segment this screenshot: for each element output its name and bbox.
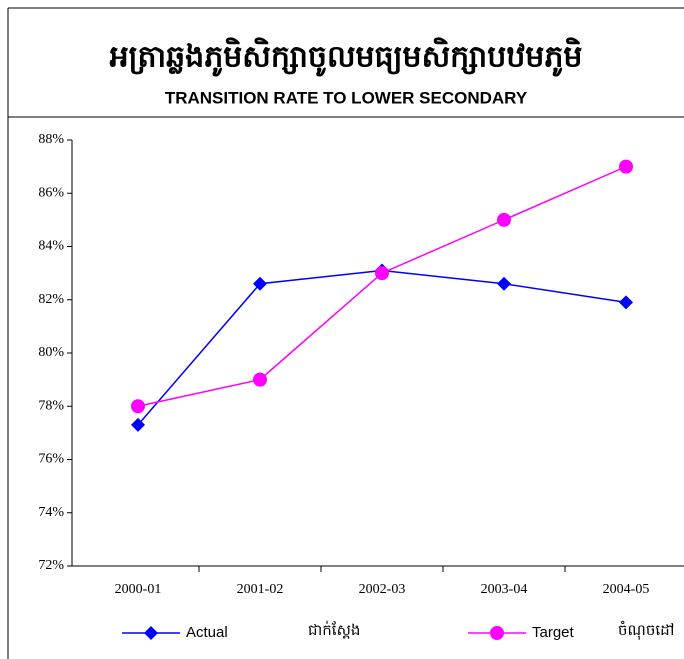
data-point [253,372,267,387]
x-tick-label: 2000-01 [115,582,162,597]
series-line [137,165,627,407]
y-tick-label: 86% [38,185,64,200]
data-point [619,295,633,310]
data-point [131,399,145,414]
data-point [497,212,511,227]
y-tick-label: 74% [38,505,64,520]
y-tick-label: 76% [38,452,64,467]
chart-subtitle: TRANSITION RATE TO LOWER SECONDARY [165,88,528,107]
legend-marker [144,626,158,640]
data-point [619,159,633,174]
y-tick-label: 88% [38,132,64,147]
x-tick-label: 2003-04 [481,582,528,597]
y-tick-label: 72% [38,558,64,573]
series-line [137,269,627,426]
y-tick-label: 80% [38,345,64,360]
legend-label: Actual [186,624,228,641]
data-point [253,276,267,291]
y-tick-label: 78% [38,398,64,413]
chart-title: អត្រាឆ្លងភូមិសិក្សាចូលមធ្យមសិក្សាបឋមភូមិ [110,37,583,78]
y-tick-label: 84% [38,239,64,254]
x-tick-label: 2004-05 [603,582,650,597]
x-tick-label: 2002-03 [359,582,406,597]
legend-label-km: ចំណុចដៅ [618,620,674,640]
data-point [131,417,145,432]
data-point [497,276,511,291]
x-tick-label: 2001-02 [237,582,284,597]
legend-label: Target [532,624,575,641]
legend-marker [490,626,504,640]
data-point [375,266,389,281]
legend-label-km: ជាក់ស្តែង [308,620,360,639]
y-tick-label: 82% [38,292,64,307]
